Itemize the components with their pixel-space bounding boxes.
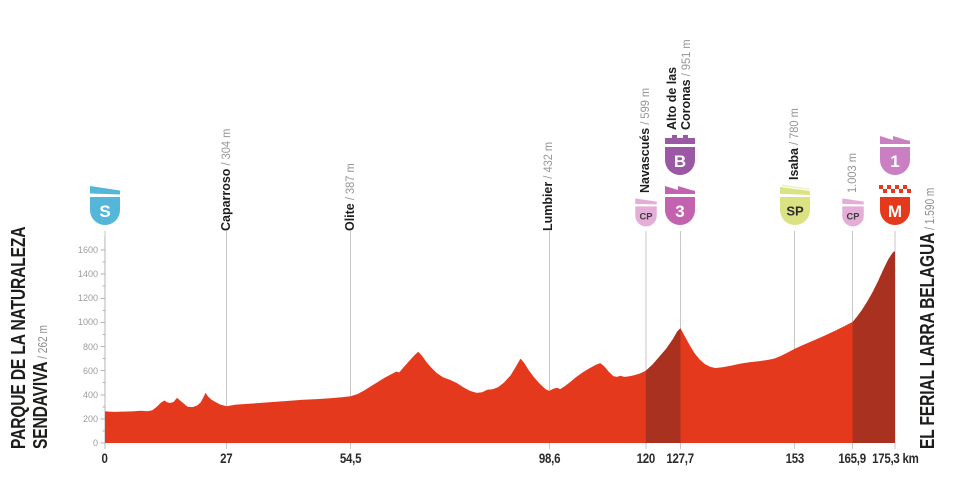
x-axis-tick-label: 54,5	[339, 451, 362, 466]
x-axis-tick-label: 175,3 km	[871, 451, 919, 466]
station-label: Olite / 387 m	[341, 163, 357, 231]
x-axis-tick-label: 165,9	[838, 451, 867, 466]
category-1-climb-icon: 1	[880, 136, 910, 175]
x-axis-tick-label: 98,6	[538, 451, 561, 466]
climb-highlight-section	[852, 251, 895, 443]
y-axis-tick-label: 1400	[77, 269, 98, 280]
svg-text:CP: CP	[846, 212, 859, 222]
station-label: Caparroso / 304 m	[217, 128, 233, 231]
y-axis-tick-label: 600	[82, 365, 98, 376]
y-axis-tick-label: 400	[82, 389, 98, 400]
start-flag-icon: S	[90, 186, 120, 225]
y-axis-tick-label: 800	[82, 341, 98, 352]
y-axis-tick-label: 1600	[77, 245, 98, 255]
x-axis-tick-label: 27	[220, 451, 234, 466]
sprint-flag-icon: SP	[779, 184, 810, 225]
station-label: Navascués / 599 m	[636, 87, 652, 193]
svg-text:S: S	[99, 202, 110, 221]
x-axis-tick-label: 120	[636, 451, 656, 466]
checkpoint-flag-icon: CP	[841, 198, 864, 227]
start-location-line1: PARQUE DE LA NATURALEZA	[8, 226, 30, 449]
elevation-profile-area	[105, 251, 895, 443]
start-elevation: / 262 m	[35, 325, 50, 362]
station-label: 1.003 m	[846, 153, 859, 193]
x-axis-tick-label: 0	[101, 451, 109, 466]
checkpoint-flag-icon: CP	[635, 198, 657, 227]
station-label: Isaba / 780 m	[785, 108, 801, 180]
y-axis-tick-label: 200	[82, 413, 98, 424]
station-label: Lumbier / 432 m	[540, 141, 556, 231]
start-location-label: PARQUE DE LA NATURALEZA SENDAVIVA / 262 …	[8, 227, 54, 449]
station-label: Alto de las Coronas / 951 m	[664, 39, 694, 130]
climb-highlight-section	[645, 328, 681, 443]
svg-text:SP: SP	[786, 204, 804, 219]
x-axis-tick-label: 153	[785, 451, 804, 466]
y-axis-tick-label: 1000	[77, 317, 98, 328]
finish-meta-icon: M	[879, 185, 911, 225]
finish-location-name: EL FERIAL LARRA BELAGUA	[917, 232, 939, 449]
finish-elevation: / 1.590 m	[922, 187, 937, 233]
svg-text:1: 1	[890, 152, 899, 171]
start-location-name: SENDAVIVA	[30, 361, 52, 449]
svg-text:3: 3	[676, 202, 685, 221]
bonus-castle-icon: B	[665, 135, 696, 175]
svg-text:B: B	[674, 152, 686, 171]
svg-text:M: M	[888, 202, 902, 221]
svg-text:CP: CP	[639, 212, 652, 222]
y-axis-tick-label: 1200	[77, 293, 98, 304]
category-3-climb-icon: 3	[665, 186, 696, 225]
y-axis-tick-label: 0	[92, 438, 98, 448]
x-axis-tick-label: 127,7	[666, 451, 695, 466]
finish-location-label: EL FERIAL LARRA BELAGUA / 1.590 m	[917, 188, 941, 449]
